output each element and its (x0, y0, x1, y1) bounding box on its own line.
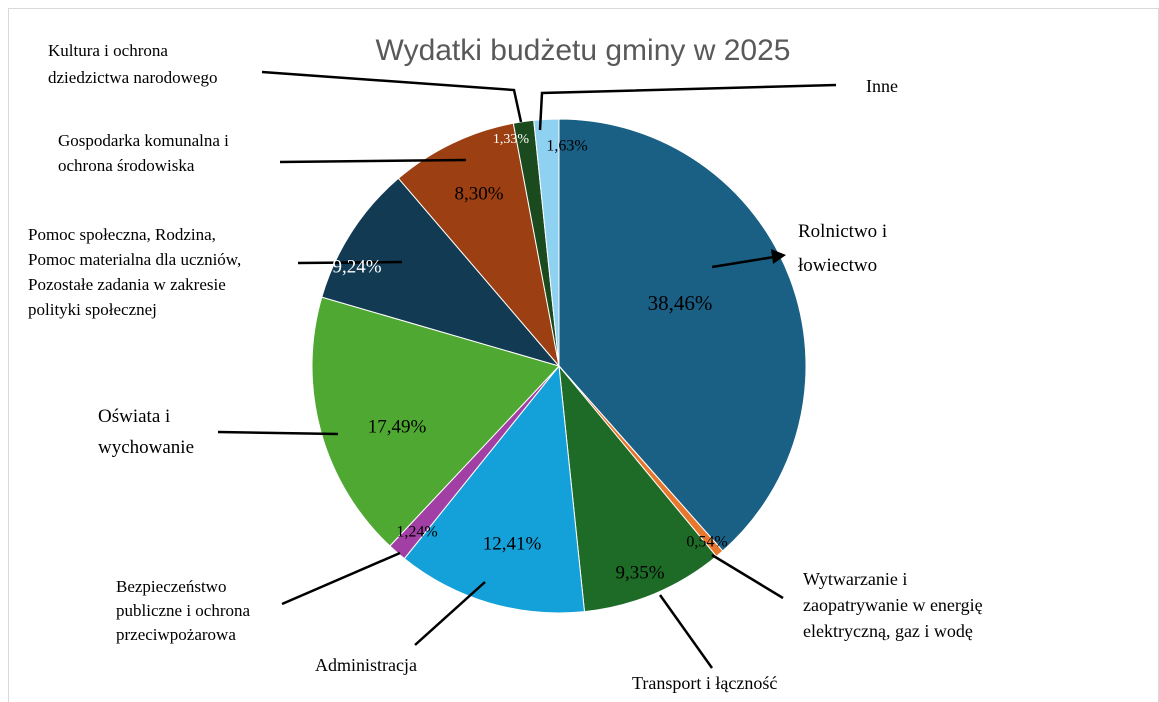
data-label: 1,33% (493, 132, 530, 147)
label-line: Administracja (315, 655, 417, 675)
data-label: 1,24% (396, 524, 437, 541)
category-label: Administracja (315, 655, 417, 675)
leader-line (281, 551, 401, 606)
label-line: Bezpieczeństwo (116, 577, 226, 596)
category-label: Rolnictwo i łowiectwo (798, 221, 887, 276)
label-line: Kultura i ochrona (48, 41, 168, 60)
label-line: Pozostałe zadania w zakresie (28, 275, 226, 294)
data-label: 1,63% (546, 138, 587, 155)
label-line: publiczne i ochrona (116, 601, 251, 620)
category-label: Gospodarka komunalna i ochrona środowiska (58, 131, 229, 175)
label-line: polityki społecznej (28, 300, 157, 319)
chart-title: Wydatki budżetu gminy w 2025 (376, 34, 791, 67)
category-label: Pomoc społeczna, Rodzina, Pomoc materialn… (28, 225, 241, 319)
arrow-head (771, 249, 786, 264)
category-label: Wytwarzanie i zaopatrywanie w energię elek… (803, 569, 983, 641)
label-line: przeciwpożarowa (116, 625, 236, 644)
label-line: łowiectwo (798, 255, 877, 276)
leader-line (261, 70, 523, 123)
pie-slice (321, 177, 561, 367)
label-line: Rolnictwo i (798, 221, 887, 242)
leader-line (711, 553, 784, 600)
leader-lines (217, 70, 837, 669)
label-line: dziedzictwa narodowego (48, 68, 217, 87)
pie (311, 118, 807, 614)
pie-slice (403, 364, 586, 614)
pie-slice (558, 364, 718, 613)
category-label: Inne (866, 76, 898, 96)
data-label: 12,41% (483, 533, 542, 554)
leader-line (217, 430, 339, 436)
label-line: wychowanie (98, 437, 194, 458)
pie-slice (558, 118, 807, 552)
leader-line (279, 158, 467, 164)
data-label: 9,35% (615, 562, 664, 583)
leader-line (538, 83, 837, 131)
category-label: Oświata i wychowanie (98, 406, 194, 458)
label-line: Oświata i (98, 406, 170, 427)
label-line: elektryczną, gaz i wodę (803, 621, 973, 641)
label-line: Transport i łączność (632, 673, 777, 693)
leader-line (711, 255, 775, 269)
pie-slice (397, 122, 560, 368)
data-label: 8,30% (454, 183, 503, 204)
label-line: Gospodarka komunalna i (58, 131, 229, 150)
data-label: 0,54% (686, 534, 727, 551)
label-line: Pomoc materialna dla uczniów, (28, 250, 241, 269)
category-label: Transport i łączność (632, 673, 777, 693)
data-label: 9,24% (332, 256, 381, 277)
category-label: Kultura i ochrona dziedzictwa narodowego (48, 41, 217, 87)
label-line: Inne (866, 76, 898, 96)
label-line: Pomoc społeczna, Rodzina, (28, 225, 216, 244)
pie-slice (311, 296, 560, 547)
label-line: ochrona środowiska (58, 156, 195, 175)
pie-slice (533, 118, 560, 367)
category-label: Bezpieczeństwo publiczne i ochrona przeciw… (116, 577, 251, 644)
leader-line (658, 594, 714, 669)
label-line: Wytwarzanie i (803, 569, 907, 589)
data-label: 17,49% (368, 416, 427, 437)
leader-line (297, 260, 403, 265)
data-label: 38,46% (648, 291, 713, 315)
leader-line (414, 581, 486, 646)
label-line: zaopatrywanie w energię (803, 595, 983, 615)
